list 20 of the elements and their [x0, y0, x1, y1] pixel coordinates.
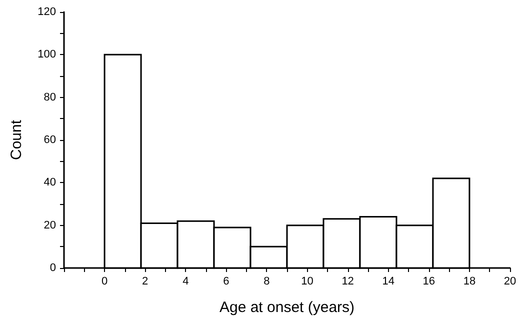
x-tick-label: 14: [382, 276, 394, 288]
y-tick-label: 60: [44, 134, 56, 146]
y-axis-title: Count: [8, 119, 25, 160]
y-tick-label: 120: [38, 6, 56, 18]
x-tick-label: 4: [182, 276, 189, 288]
y-tick-label: 40: [44, 176, 56, 189]
y-tick-label: 0: [50, 262, 56, 274]
x-tick-label: 18: [463, 276, 476, 288]
x-tick-label: 20: [504, 276, 516, 288]
x-tick-label: 12: [342, 276, 354, 288]
y-tick-label: 20: [44, 219, 56, 232]
x-tick-label: 2: [142, 276, 148, 288]
x-tick-label: 0: [101, 276, 108, 288]
x-tick-label: 8: [264, 276, 270, 288]
x-tick-label: 16: [422, 276, 436, 288]
y-tick-label: 100: [38, 48, 56, 61]
x-tick-label: 10: [301, 276, 314, 288]
x-axis-title: Age at onset (years): [219, 299, 355, 316]
y-tick-label: 80: [44, 91, 56, 104]
x-tick-label: 6: [223, 276, 230, 288]
